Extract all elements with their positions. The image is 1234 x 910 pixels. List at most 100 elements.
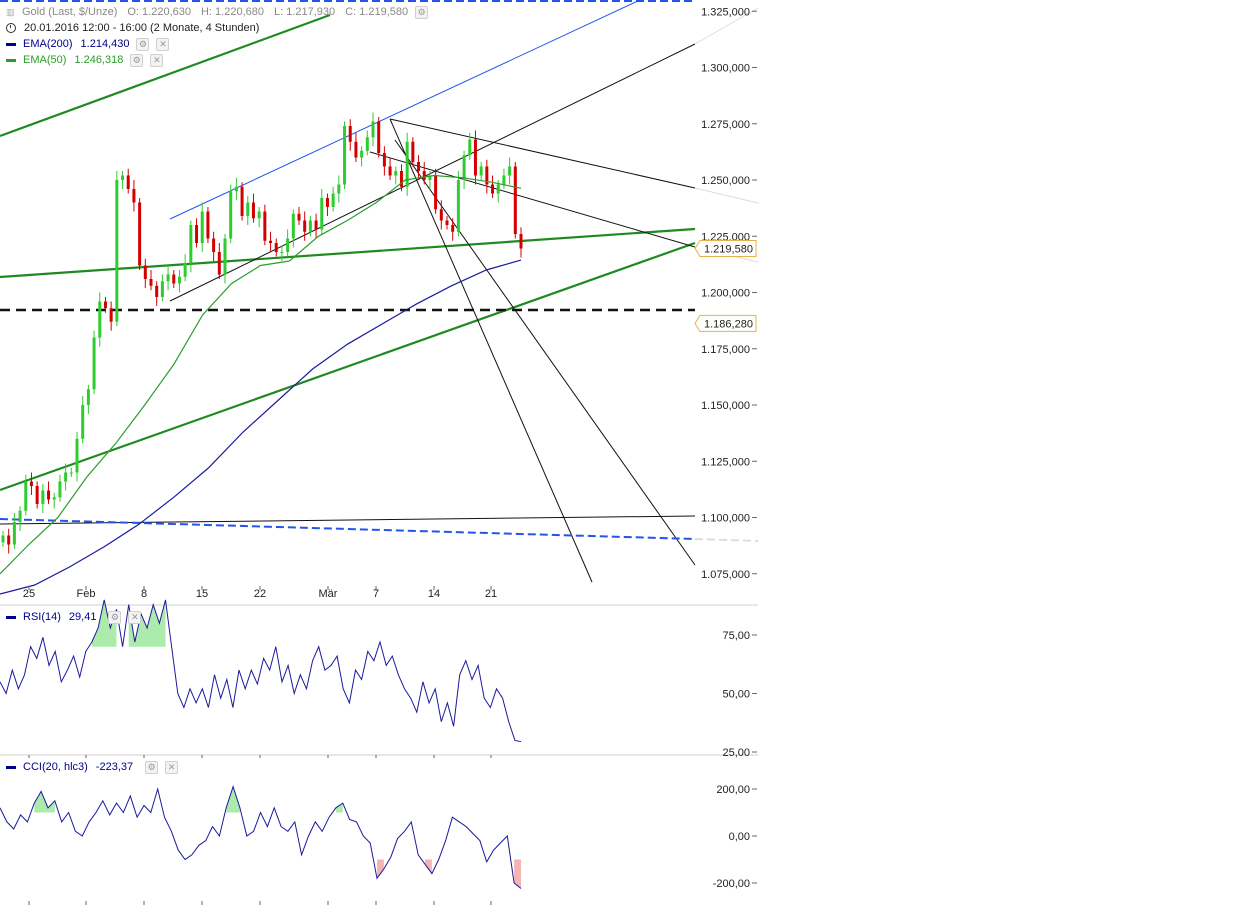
candle-body — [240, 186, 244, 216]
candle-body — [149, 279, 153, 286]
y-tick-label: 1.150,000 — [701, 400, 750, 412]
candle-body — [177, 276, 181, 284]
close-icon[interactable]: ✕ — [150, 53, 164, 67]
rsi-swatch — [6, 615, 16, 619]
candle-body — [115, 180, 119, 322]
cci-oversold-fill — [377, 859, 384, 879]
candle-body — [291, 213, 295, 239]
x-tick-label: 15 — [196, 588, 208, 600]
candle-body — [491, 184, 495, 194]
y-tick-label: 1.275,000 — [701, 119, 750, 131]
chart-canvas[interactable]: 1.325,0001.300,0001.275,0001.250,0001.22… — [0, 0, 760, 905]
instrument-row: ▥ Gold (Last, $/Unze) O: 1.220,630 H: 1.… — [6, 4, 429, 20]
ema200-value: 1.214,430 — [80, 38, 130, 50]
candle-body — [251, 202, 255, 219]
candle-body — [7, 535, 11, 545]
close-icon[interactable]: ✕ — [165, 760, 179, 774]
cci-swatch — [6, 765, 16, 769]
y-tick-label: 1.250,000 — [701, 175, 750, 187]
candle-body — [263, 211, 267, 241]
candle-body — [52, 497, 56, 500]
trend-line — [694, 187, 759, 204]
ohlc-high: H: 1.220,680 — [200, 6, 264, 18]
ema50-row: EMA(50) 1.246,318 ⚙ ✕ — [6, 52, 428, 68]
y-tick-label: 1.175,000 — [701, 344, 750, 356]
candle-body — [445, 220, 449, 225]
cci-y-tick-label: 200,00 — [716, 784, 750, 796]
candle-body — [257, 211, 261, 219]
ema50-value: 1.246,318 — [74, 54, 124, 66]
settings-icon[interactable]: ⚙ — [130, 53, 144, 67]
rsi-y-tick-label: 25,00 — [722, 747, 750, 759]
candle-body — [132, 189, 136, 203]
candle-body — [399, 171, 403, 187]
period-row: 20.01.2016 12:00 - 16:00 (2 Monate, 4 St… — [6, 20, 428, 36]
trend-line — [0, 518, 696, 540]
candle-body — [121, 175, 125, 180]
candle-body — [86, 389, 90, 405]
x-tick-label: 25 — [23, 588, 35, 600]
candle-body — [18, 510, 22, 522]
candle-body — [325, 198, 329, 207]
x-tick-label: 22 — [254, 588, 266, 600]
candle-body — [439, 209, 443, 221]
candle-body — [308, 220, 312, 232]
candle-body — [234, 186, 238, 192]
candle-body — [286, 238, 290, 252]
support-level-marker-text: 1.186,280 — [704, 318, 753, 330]
candle-body — [388, 166, 392, 176]
candle-body — [103, 301, 107, 309]
candle-body — [29, 481, 33, 486]
candle-body — [206, 211, 210, 239]
settings-icon[interactable]: ⚙ — [108, 610, 122, 624]
candle-body — [41, 490, 45, 504]
last-price-marker-box — [694, 239, 757, 257]
ohlc-open: O: 1.220,630 — [127, 6, 191, 18]
ema200-row: EMA(200) 1.214,430 ⚙ ✕ — [6, 36, 428, 52]
period-label: 20.01.2016 12:00 - 16:00 (2 Monate, 4 St… — [24, 22, 260, 34]
candle-body — [69, 472, 73, 474]
candle-body — [405, 141, 409, 187]
candle-body — [417, 162, 421, 171]
candle-body — [166, 274, 170, 282]
ema200-swatch — [6, 42, 16, 46]
candle-body — [223, 238, 227, 275]
candle-body — [297, 213, 301, 221]
candle-body — [35, 486, 39, 504]
rsi-legend: RSI(14) 29,41 ⚙ ✕ — [6, 609, 142, 625]
y-tick-label: 1.300,000 — [701, 63, 750, 75]
ema50-label: EMA(50) — [23, 54, 67, 66]
x-tick-label: Feb — [77, 588, 96, 600]
candle-body — [365, 137, 369, 151]
trend-line — [694, 7, 759, 45]
cci-oversold-fill — [514, 859, 521, 889]
candle-body — [143, 265, 147, 279]
candle-body — [422, 171, 426, 180]
candle-body — [320, 198, 324, 230]
candle-body — [109, 308, 113, 322]
close-icon[interactable]: ✕ — [128, 610, 142, 624]
candle-body — [160, 281, 164, 297]
close-icon[interactable]: ✕ — [156, 37, 170, 51]
y-tick-label: 1.125,000 — [701, 456, 750, 468]
settings-icon[interactable]: ⚙ — [145, 760, 159, 774]
candle-body — [479, 166, 483, 176]
trend-line — [389, 118, 696, 189]
candle-body — [189, 225, 193, 264]
candle-body — [200, 211, 204, 243]
rsi-y-tick-label: 50,00 — [722, 689, 750, 701]
x-tick-label: Mär — [319, 588, 338, 600]
candle-body — [155, 285, 159, 297]
settings-icon[interactable]: ⚙ — [136, 37, 150, 51]
ohlc-low: L: 1.217,930 — [273, 6, 336, 18]
settings-icon[interactable]: ⚙ — [415, 5, 429, 19]
trend-line — [0, 515, 696, 525]
candle-body — [269, 240, 273, 243]
candle-body — [382, 153, 386, 167]
candle-body — [183, 263, 187, 277]
candle-body — [331, 193, 335, 207]
rsi-line — [0, 599, 522, 743]
trend-line — [169, 0, 641, 220]
candle-body — [212, 238, 216, 252]
x-tick-label: 8 — [141, 588, 147, 600]
